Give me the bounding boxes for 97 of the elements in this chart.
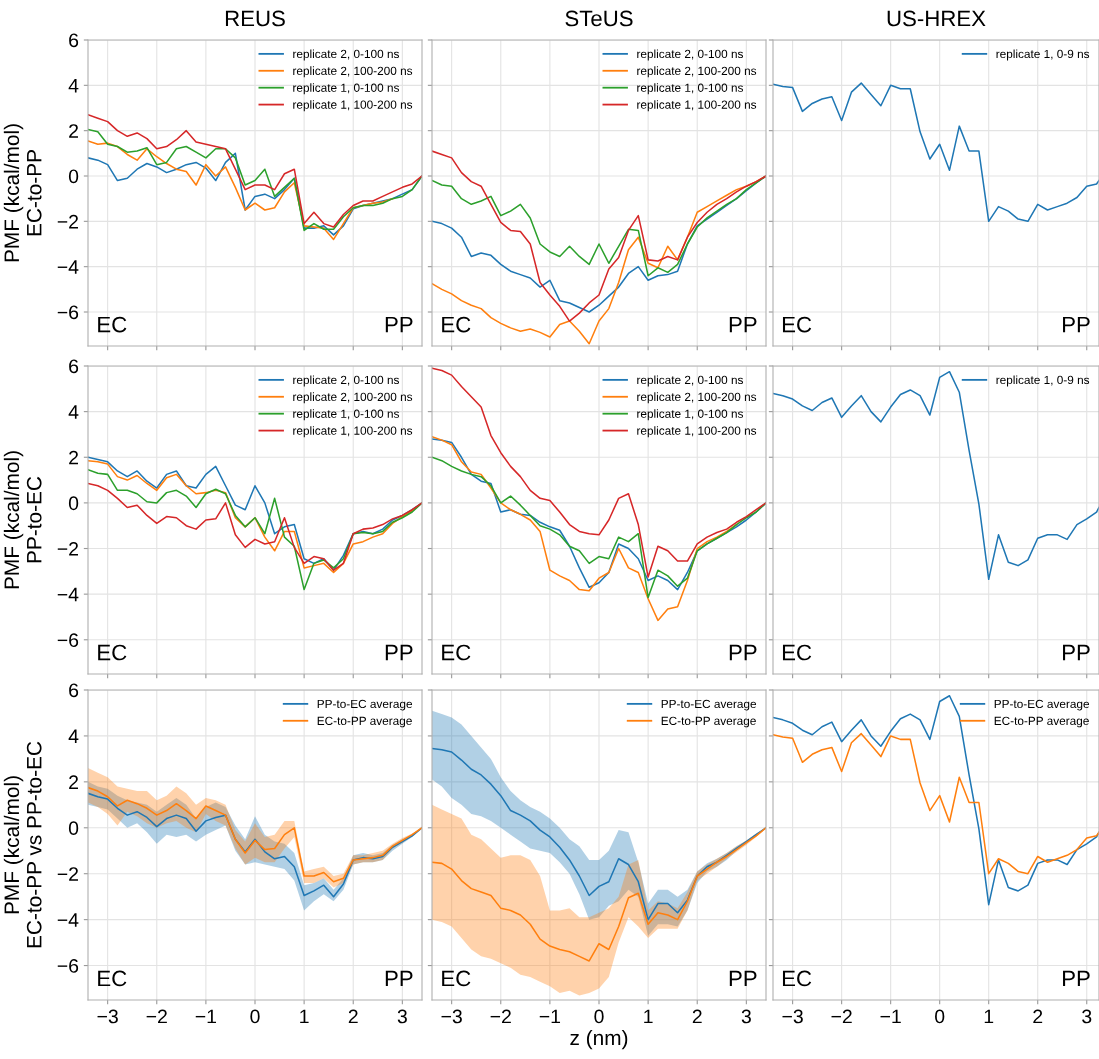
y-tick-label: 4 [68,729,79,743]
y-tick-label: −2 [57,214,78,229]
legend-label: replicate 1, 0-100 ns [637,83,744,95]
x-tick-label: −3 [782,1009,803,1024]
y-tick-label: 0 [68,821,79,836]
annotation: PP [729,970,757,987]
annotation: EC [98,644,127,661]
annotation: EC [98,316,127,333]
y-tick-label: 6 [69,359,79,374]
legend-label: EC-to-PP average [317,716,412,728]
legend-label: replicate 1, 100-200 ns [637,426,757,438]
annotation: PP [729,644,757,661]
legend-label: replicate 1, 100-200 ns [637,100,757,112]
y-tick-label: 6 [69,683,79,698]
annotation: PP [729,316,757,333]
y-tick-label: −4 [57,587,79,602]
legend-label: replicate 1, 0-100 ns [293,409,400,421]
legend-label: replicate 1, 0-9 ns [996,49,1090,61]
legend-label: replicate 1, 0-100 ns [293,83,400,95]
x-tick-label: 2 [348,1009,358,1024]
y-tick-label: 0 [68,496,79,511]
x-tick-label: 3 [1082,1009,1092,1024]
line-series [88,482,422,571]
y-tick-label: 2 [69,124,78,138]
x-tick-label: −3 [97,1009,118,1024]
legend-label: replicate 2, 100-200 ns [637,66,757,78]
legend-label: replicate 1, 0-9 ns [996,375,1090,387]
annotation: PP [1063,316,1090,333]
x-tick-label: 2 [692,1009,702,1024]
x-tick-label: 3 [397,1009,407,1024]
annotation: PP [1063,970,1090,987]
y-tick-label: −6 [57,633,79,648]
x-tick-label: −2 [490,1009,511,1024]
line-series [88,786,422,883]
y-tick-label: 0 [68,169,79,184]
x-axis-title: z (nm) [570,1029,628,1050]
x-tick-label: −2 [831,1009,852,1024]
y-tick-label: −2 [57,867,78,881]
x-tick-label: 0 [250,1009,260,1024]
legend-label: replicate 2, 100-200 ns [293,66,413,78]
annotation: PP [385,316,413,333]
x-tick-label: 0 [594,1009,604,1024]
y-tick-label: −4 [57,913,79,927]
x-tick-label: 0 [935,1009,945,1024]
y-tick-label: −6 [57,959,79,973]
y-tick-label: −2 [57,541,78,556]
x-tick-label: 3 [741,1009,751,1024]
y-tick-label: 6 [69,33,79,48]
y-tick-label: 2 [69,450,78,465]
annotation: PP [1063,644,1090,661]
annotation: EC [442,316,471,333]
y-tick-label: 4 [68,79,79,93]
legend-label: replicate 1, 100-200 ns [293,100,413,112]
y-axis-title: PMF (kcal/mol) PP-to-EC [3,451,42,589]
annotation: EC [782,644,812,661]
line-series [88,128,422,232]
annotation: EC [442,970,471,987]
annotation: EC [782,970,812,987]
y-tick-label: 4 [68,405,79,419]
x-tick-label: 1 [644,1009,653,1024]
legend-label: replicate 1, 100-200 ns [293,426,413,438]
legend-label: PP-to-EC average [994,699,1090,711]
annotation: PP [385,644,413,661]
annotation: EC [442,644,471,661]
annotation: PP [385,970,413,987]
y-tick-label: 2 [69,775,78,789]
legend-label: replicate 2, 0-100 ns [293,375,400,387]
x-tick-label: −2 [146,1009,167,1024]
x-tick-label: 1 [300,1009,309,1024]
annotation: EC [98,970,127,987]
line-series [88,792,422,898]
legend-label: EC-to-PP average [661,716,756,728]
x-tick-label: −3 [441,1009,462,1024]
x-tick-label: −1 [539,1009,561,1024]
x-tick-label: −1 [880,1009,901,1024]
line-series [88,469,422,591]
legend-label: EC-to-PP average [994,716,1089,728]
legend-label: replicate 2, 0-100 ns [637,375,744,387]
annotation: EC [782,316,812,333]
x-tick-label: 1 [984,1009,994,1024]
y-tick-label: −4 [57,260,79,274]
x-tick-label: 2 [1033,1009,1043,1024]
y-axis-title: PMF (kcal/mol) EC-to-PP vs PP-to-EC [3,741,42,948]
legend-label: replicate 1, 0-100 ns [637,409,744,421]
chart-title: US-HREX [887,10,986,27]
legend-label: replicate 2, 100-200 ns [637,392,757,404]
chart-title: STeUS [565,10,633,27]
y-axis-title: PMF (kcal/mol) EC-to-PP [3,124,42,262]
x-tick-label: −1 [195,1009,217,1024]
chart-title: REUS [225,10,285,27]
legend-label: PP-to-EC average [317,699,413,711]
legend-label: replicate 2, 100-200 ns [293,392,413,404]
legend-label: replicate 2, 0-100 ns [637,49,744,61]
line-series [88,114,422,228]
legend-label: replicate 2, 0-100 ns [293,49,400,61]
y-tick-label: −6 [57,305,79,320]
legend-label: PP-to-EC average [661,699,757,711]
